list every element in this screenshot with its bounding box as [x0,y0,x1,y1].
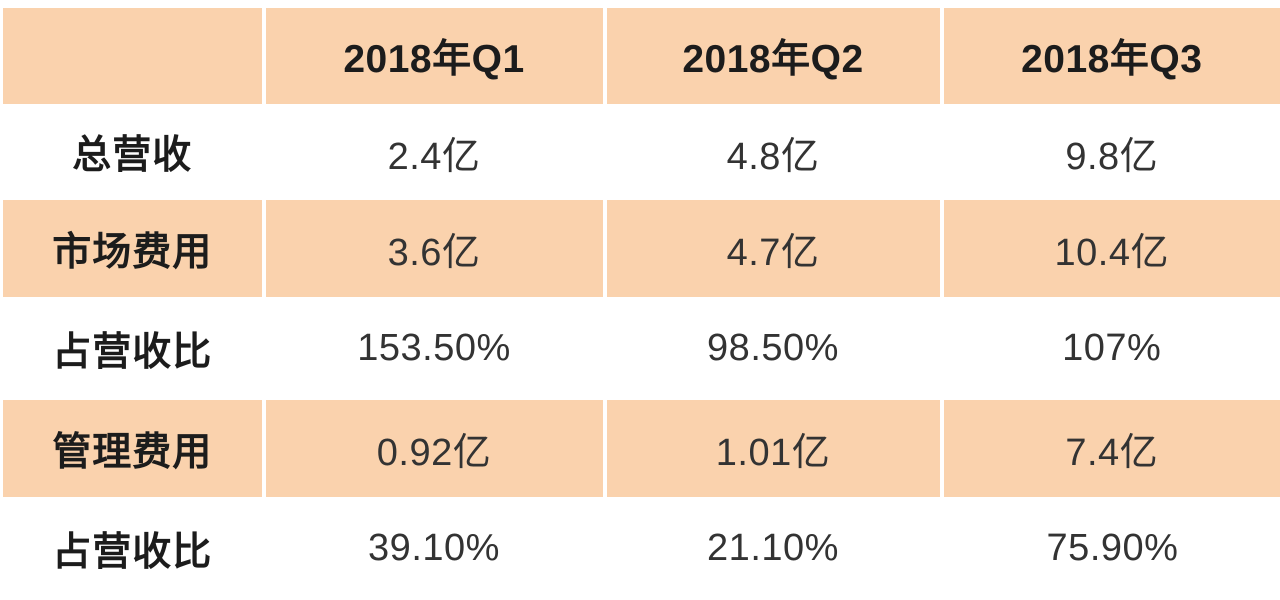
column-header-2018q2: 2018年Q2 [604,8,944,104]
value-cell: 39.10% [263,497,607,600]
column-header-2018q1: 2018年Q1 [263,8,607,104]
table-row: 占营收比 39.10% 21.10% 75.90% [0,497,1280,600]
value-cell: 7.4亿 [941,400,1280,497]
value-cell: 107% [941,297,1280,400]
table-header-row: 2018年Q1 2018年Q2 2018年Q3 [0,8,1280,104]
value-cell: 0.92亿 [263,400,607,497]
value-cell: 21.10% [604,497,944,600]
value-cell: 4.8亿 [604,104,944,200]
value-cell: 3.6亿 [263,200,607,297]
value-cell: 98.50% [604,297,944,400]
value-cell: 2.4亿 [263,104,607,200]
row-label-admin-expense: 管理费用 [0,400,266,497]
table-row: 市场费用 3.6亿 4.7亿 10.4亿 [0,200,1280,297]
row-label-marketing-expense: 市场费用 [0,200,266,297]
value-cell: 75.90% [941,497,1280,600]
row-label-pct-of-revenue: 占营收比 [0,297,266,400]
quarterly-financial-table: 2018年Q1 2018年Q2 2018年Q3 总营收 2.4亿 4.8亿 9.… [0,8,1280,600]
table-row: 管理费用 0.92亿 1.01亿 7.4亿 [0,400,1280,497]
value-cell: 1.01亿 [604,400,944,497]
value-cell: 10.4亿 [941,200,1280,297]
value-cell: 9.8亿 [941,104,1280,200]
column-header-2018q3: 2018年Q3 [941,8,1280,104]
financial-table-container: 2018年Q1 2018年Q2 2018年Q3 总营收 2.4亿 4.8亿 9.… [0,8,1280,600]
corner-cell [0,8,266,104]
row-label-pct-of-revenue: 占营收比 [0,497,266,600]
table-row: 总营收 2.4亿 4.8亿 9.8亿 [0,104,1280,200]
value-cell: 153.50% [263,297,607,400]
value-cell: 4.7亿 [604,200,944,297]
row-label-total-revenue: 总营收 [0,104,266,200]
table-row: 占营收比 153.50% 98.50% 107% [0,297,1280,400]
